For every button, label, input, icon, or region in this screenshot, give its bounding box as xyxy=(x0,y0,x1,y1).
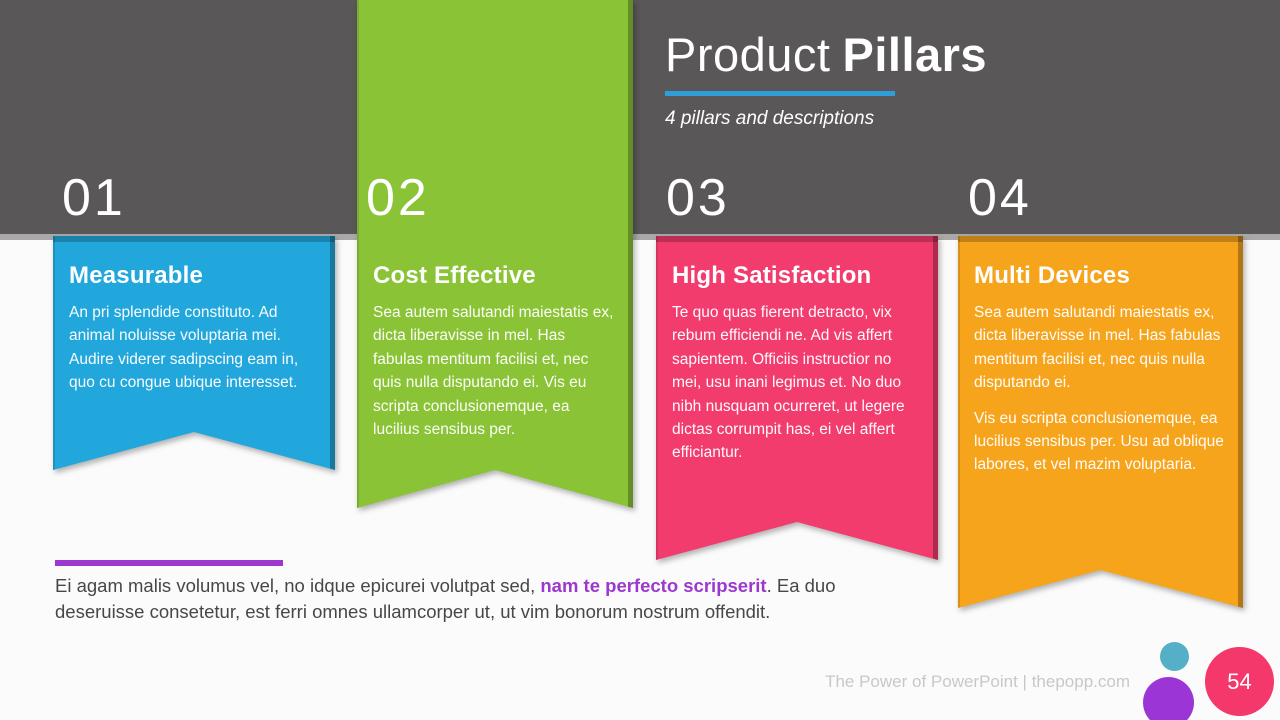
summary-text-post: . Ea duo xyxy=(766,575,836,596)
pillar-3-title: High Satisfaction xyxy=(672,262,872,289)
summary-accent-line xyxy=(55,560,283,566)
decorative-dot-teal xyxy=(1160,642,1189,671)
summary-highlight: nam te perfecto scripserit xyxy=(540,575,767,596)
page-title-bold: Pillars xyxy=(842,28,988,81)
header-band-edge xyxy=(0,234,1280,240)
pillar-4-text-2: Vis eu scripta conclusionemque, ea lucil… xyxy=(974,409,1224,474)
footer-credit: The Power of PowerPoint | thepopp.com xyxy=(825,672,1130,691)
pillar-1-ribbon-shape: Measurable An pri splendide constituto. … xyxy=(53,236,335,470)
pillar-2-number: 02 xyxy=(366,169,430,227)
pillar-4-ribbon-shape: Multi Devices Sea autem salutandi maiest… xyxy=(958,236,1243,608)
page-title: Product Pillars xyxy=(665,28,987,82)
page-number: 54 xyxy=(1227,668,1252,694)
pillar-3-number: 03 xyxy=(666,169,730,227)
page-subtitle: 4 pillars and descriptions xyxy=(665,108,875,130)
pillar-4-number: 04 xyxy=(968,169,1032,227)
pillar-3-text: Te quo quas fierent detracto, vix rebum … xyxy=(672,304,905,462)
pillar-3-content: High Satisfaction Te quo quas fierent de… xyxy=(672,262,920,477)
pillar-4-text-1: Sea autem salutandi maiestatis ex, dicta… xyxy=(974,304,1221,392)
pillar-2-ribbon-shape: Cost Effective Sea autem salutandi maies… xyxy=(357,0,633,508)
page-number-badge: 54 xyxy=(1205,647,1274,716)
title-underline xyxy=(665,91,895,97)
summary-text-line2: deseruisse consetetur, est ferri omnes u… xyxy=(55,600,771,622)
pillar-1-band-shadow xyxy=(53,236,335,242)
pillar-1-title: Measurable xyxy=(69,262,204,289)
pillar-2-title: Cost Effective xyxy=(373,262,536,289)
pillar-1-ribbon: Measurable An pri splendide constituto. … xyxy=(53,236,335,470)
page-title-light: Product xyxy=(665,28,831,81)
pillar-4-content: Multi Devices Sea autem salutandi maiest… xyxy=(974,262,1225,489)
pillar-1-content: Measurable An pri splendide constituto. … xyxy=(69,262,317,407)
pillar-2-ribbon: Cost Effective Sea autem salutandi maies… xyxy=(357,0,633,508)
pillar-3-ribbon-shape: High Satisfaction Te quo quas fierent de… xyxy=(656,236,938,560)
summary-paragraph: Ei agam malis volumus vel, no idque epic… xyxy=(55,573,867,625)
pillar-4-band-shadow xyxy=(958,236,1243,242)
pillar-1-text: An pri splendide constituto. Ad animal n… xyxy=(69,304,299,392)
pillar-4-ribbon: Multi Devices Sea autem salutandi maiest… xyxy=(958,236,1243,608)
pillar-3-ribbon: High Satisfaction Te quo quas fierent de… xyxy=(656,236,938,560)
pillar-2-content: Cost Effective Sea autem salutandi maies… xyxy=(373,262,615,453)
pillar-2-text: Sea autem salutandi maiestatis ex, dicta… xyxy=(373,304,614,438)
decorative-dot-purple xyxy=(1143,677,1194,720)
title-block: Product Pillars 4 pillars and description… xyxy=(665,28,987,130)
pillar-1-number: 01 xyxy=(62,169,126,227)
pillar-4-title: Multi Devices xyxy=(974,262,1130,289)
header-band xyxy=(0,0,1280,234)
summary-text-pre: Ei agam malis volumus vel, no idque epic… xyxy=(55,575,541,596)
pillar-3-band-shadow xyxy=(656,236,938,242)
